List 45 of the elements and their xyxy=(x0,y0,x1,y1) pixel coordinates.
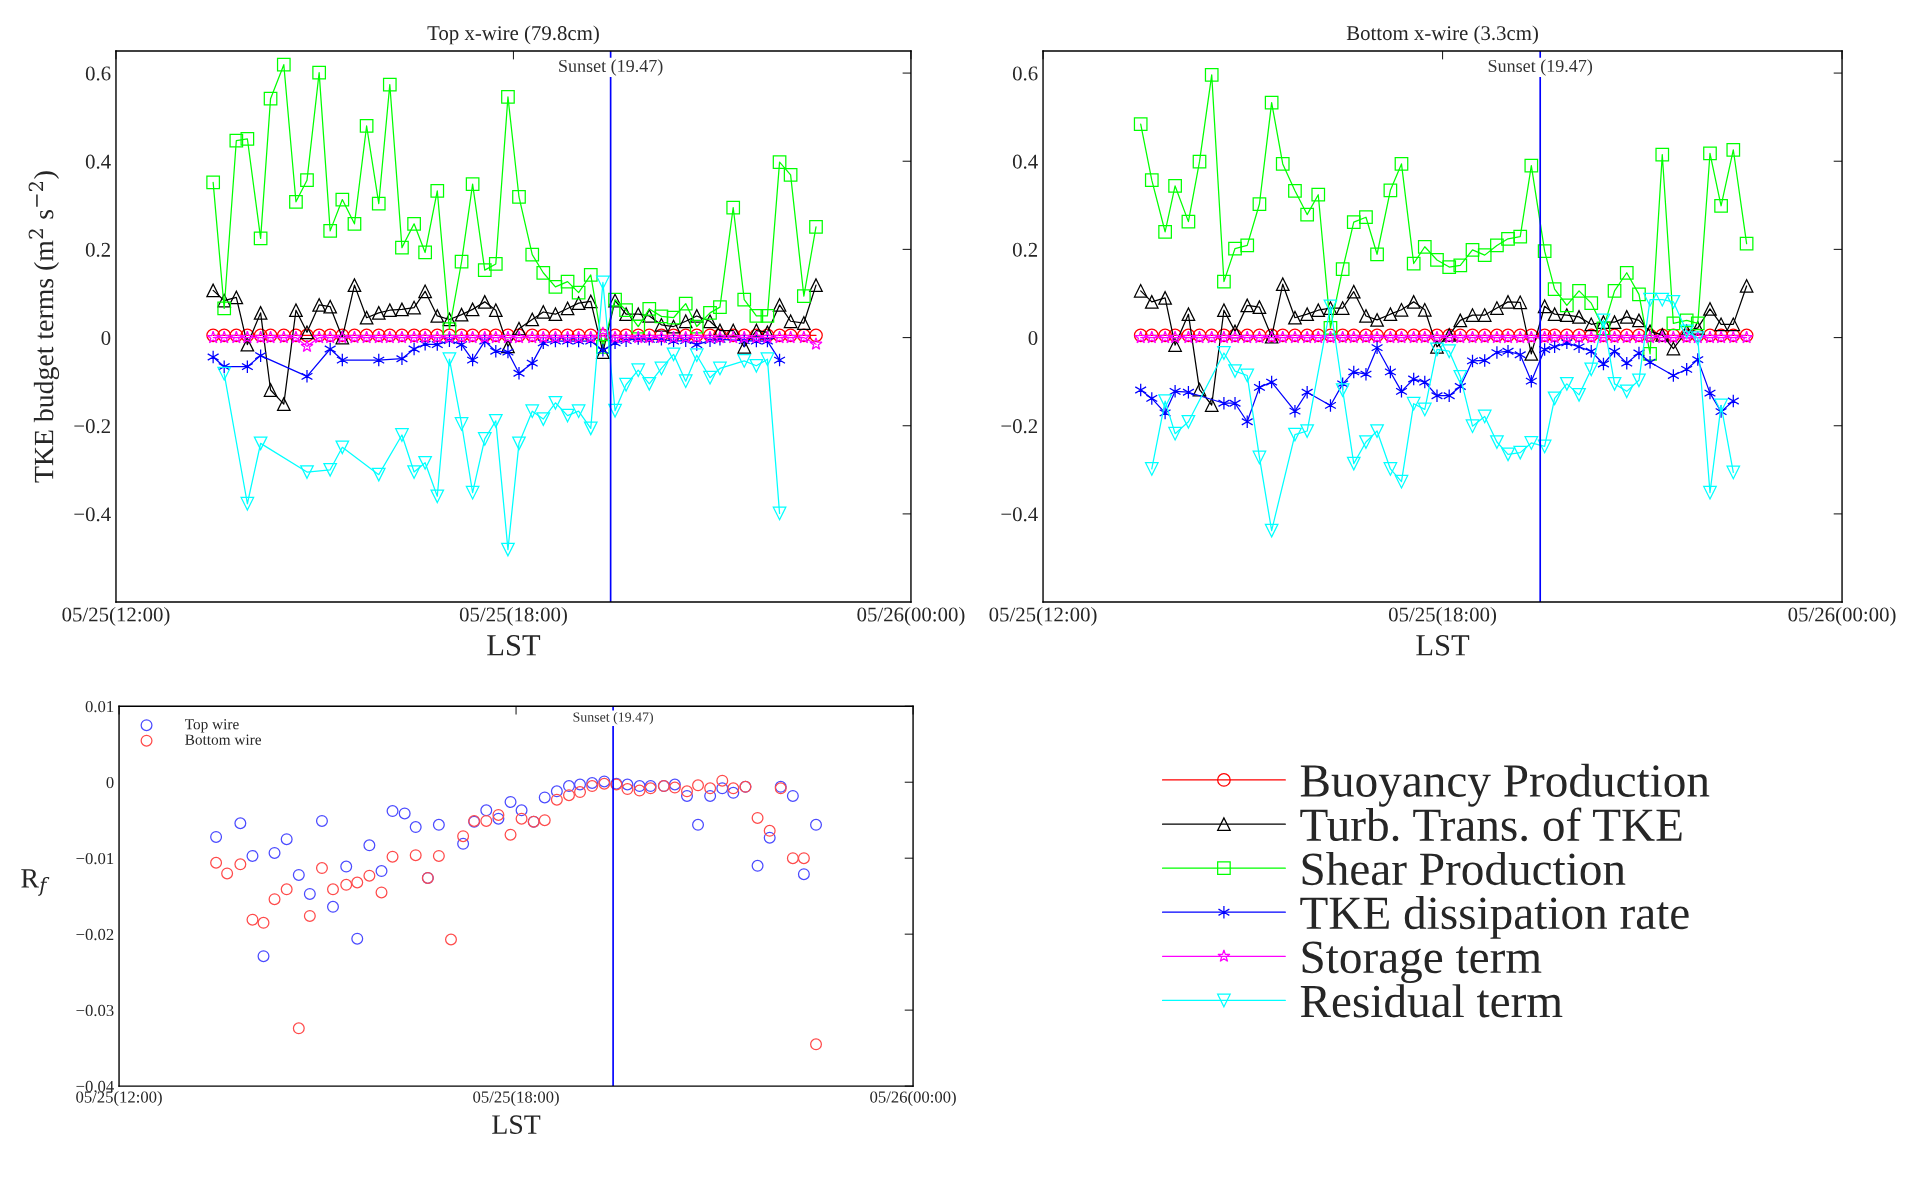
x-tick-label: 05/26(00:00) xyxy=(1788,606,1896,626)
y-axis-title: TKE budget terms (m$^{2}$ s$^{−2}$) xyxy=(28,171,60,483)
y-tick-label: −0.04 xyxy=(76,1080,114,1093)
y-tick-label: −0.02 xyxy=(76,928,114,941)
y-tick-label: 0.2 xyxy=(1012,242,1038,257)
y-tick-label: 0.6 xyxy=(85,66,111,81)
ref-line-label: Sunset (19.47) xyxy=(1488,59,1593,76)
y-axis-title: R$_{f}$ xyxy=(21,869,50,896)
y-tick-label: −0.03 xyxy=(76,1004,114,1017)
legend-label: Turb. Trans. of TKE xyxy=(1300,807,1682,842)
x-tick-label: 05/25(12:00) xyxy=(989,606,1097,626)
x-tick-label: 05/25(12:00) xyxy=(76,1090,162,1107)
legend-label: Storage term xyxy=(1302,941,1542,984)
y-tick-label: −0.2 xyxy=(1001,419,1038,434)
chart-title: Top x-wire (79.8cm) xyxy=(427,25,599,45)
legend-label: Top wire xyxy=(185,719,239,733)
x-tick-label: 05/25(18:00) xyxy=(459,606,567,626)
ref-line-label: Sunset (19.47) xyxy=(573,711,653,725)
y-tick-label: 0 xyxy=(101,330,111,345)
legend-label: TKE dissipation rate xyxy=(1300,896,1689,939)
x-tick-label: 05/25(18:00) xyxy=(473,1090,559,1107)
ref-line-label: Sunset (19.47) xyxy=(559,59,663,76)
legend-label: Bottom wire xyxy=(185,734,262,745)
y-tick-label: 0 xyxy=(106,776,114,789)
y-tick-label: −0.4 xyxy=(1001,507,1038,522)
y-tick-label: 0.4 xyxy=(1012,154,1038,169)
y-tick-label: 0.2 xyxy=(85,242,110,257)
y-tick-label: 0.4 xyxy=(85,154,111,169)
x-tick-label: 05/26(00:00) xyxy=(857,606,965,626)
y-tick-label: −0.2 xyxy=(74,419,110,434)
x-tick-label: 05/25(18:00) xyxy=(1388,606,1497,626)
x-axis-title: LST xyxy=(492,1115,541,1134)
x-tick-label: 05/25(12:00) xyxy=(62,606,170,626)
y-tick-label: −0.4 xyxy=(74,507,111,522)
y-tick-label: 0.6 xyxy=(1012,66,1038,81)
y-tick-label: 0.01 xyxy=(85,700,114,713)
y-tick-label: −0.01 xyxy=(76,852,114,865)
x-axis-title: LST xyxy=(1416,635,1470,656)
y-tick-label: 0 xyxy=(1028,330,1038,345)
chart-title: Bottom x-wire (3.3cm) xyxy=(1346,25,1538,45)
legend-label: Residual term xyxy=(1300,984,1563,1018)
x-tick-label: 05/26(00:00) xyxy=(870,1090,956,1107)
legend-label: Shear Production xyxy=(1302,851,1626,886)
legend-label: Buoyancy Production xyxy=(1300,763,1710,807)
x-axis-title: LST xyxy=(487,635,541,656)
